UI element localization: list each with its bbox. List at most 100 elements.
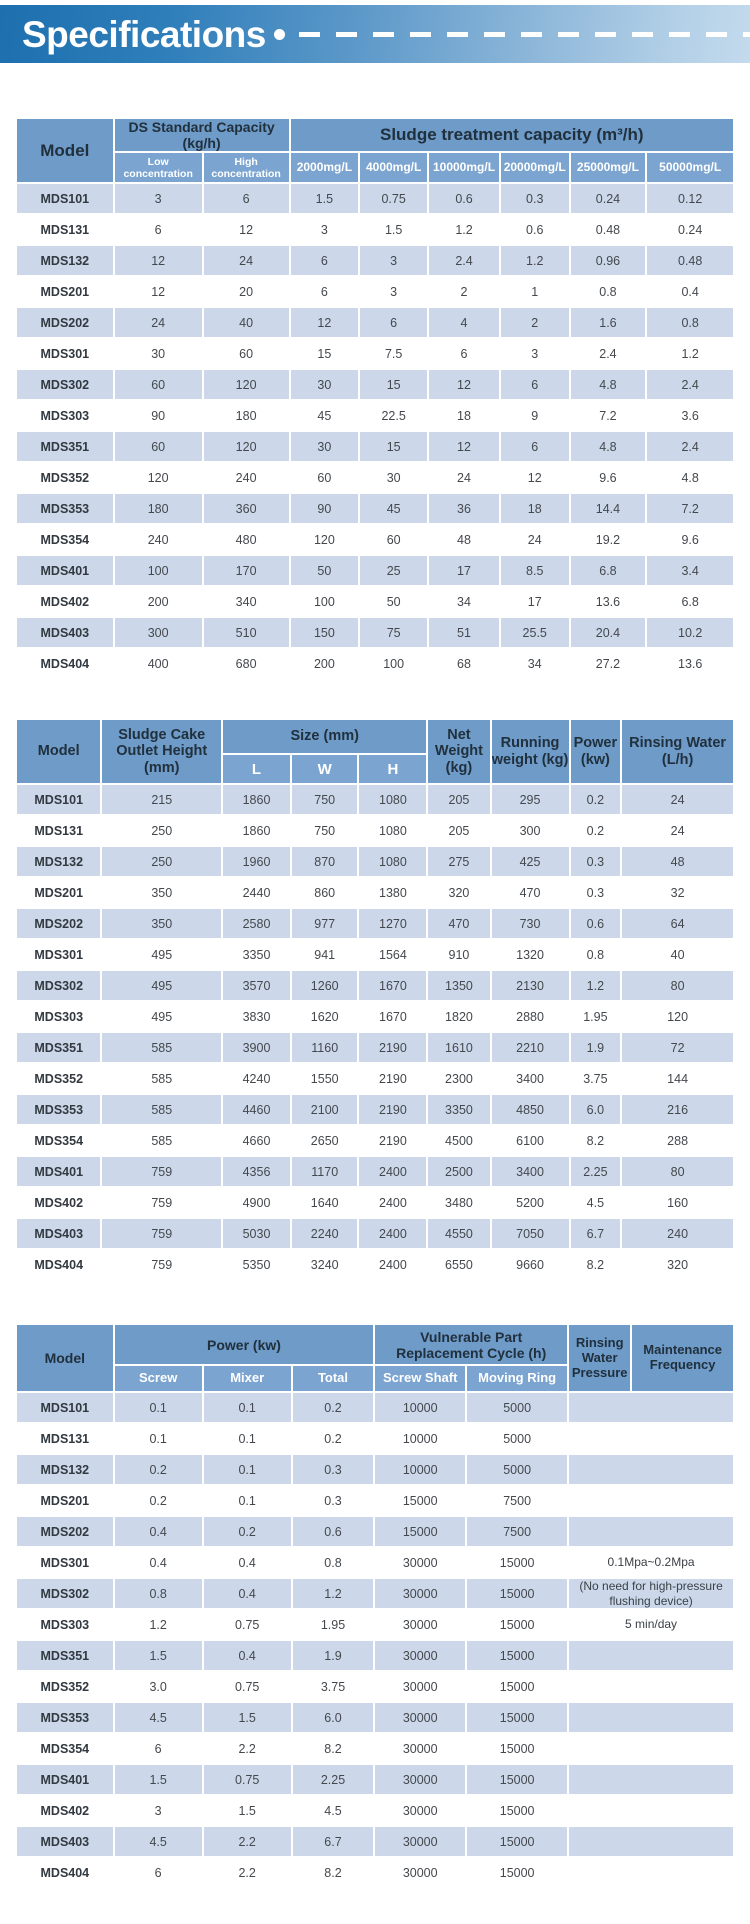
value-cell: 0.3	[568, 845, 623, 879]
header-total: Total	[290, 1364, 376, 1394]
header-2000mgl: 2000mg/L	[288, 151, 361, 185]
value-cell: 5030	[221, 1217, 292, 1251]
value-cell: 15000	[465, 1670, 570, 1704]
value-cell: 68	[427, 647, 501, 681]
value-cell: 1080	[357, 783, 429, 817]
value-cell: 13.6	[645, 647, 735, 681]
table-row: MDS132 12 24 6 3 2.4 1.2 0.96 0.48	[15, 244, 735, 278]
value-cell: 90	[112, 399, 204, 433]
header-low-concentration: Low concentration	[112, 151, 204, 185]
value-cell: 7.2	[645, 492, 735, 526]
model-cell: MDS351	[15, 1639, 115, 1673]
value-cell: 3.6	[645, 399, 735, 433]
model-cell: MDS401	[15, 1763, 115, 1797]
value-cell: 240	[620, 1217, 735, 1251]
value-cell: 320	[426, 876, 492, 910]
value-cell: 2.25	[290, 1763, 376, 1797]
value-cell: 1670	[357, 969, 429, 1003]
value-cell: 60	[358, 523, 430, 557]
model-cell: MDS132	[14, 845, 103, 879]
value-cell: 350	[100, 876, 224, 910]
note-cell	[567, 1763, 735, 1797]
value-cell: 1960	[221, 845, 292, 879]
value-cell: 18	[498, 492, 571, 526]
value-cell: 24	[498, 523, 571, 557]
value-cell: 1820	[426, 1000, 492, 1034]
value-cell: 3.75	[568, 1062, 623, 1096]
value-cell: 4.5	[112, 1825, 204, 1859]
model-cell: MDS353	[15, 492, 115, 526]
value-cell: 1860	[221, 783, 292, 817]
table-row: MDS351 585 3900 1160 2190 1610 2210 1.9 72	[14, 1031, 735, 1065]
value-cell: 495	[100, 969, 224, 1003]
table-row: MDS201 12 20 6 3 2 1 0.8 0.4	[15, 275, 735, 309]
table-row: MDS352 3.0 0.75 3.75 30000 15000	[15, 1670, 735, 1704]
model-cell: MDS302	[14, 969, 103, 1003]
note-cell	[567, 1856, 735, 1890]
value-cell: 3	[112, 1794, 204, 1828]
table-row: MDS131 250 1860 750 1080 205 300 0.2 24	[14, 814, 735, 848]
value-cell: 4.5	[112, 1701, 204, 1735]
table-row: MDS101 3 6 1.5 0.75 0.6 0.3 0.24 0.12	[15, 182, 735, 216]
dimensions-table-header: Model Sludge Cake Outlet Height (mm) Siz…	[14, 718, 735, 786]
value-cell: 2190	[357, 1062, 429, 1096]
model-cell: MDS402	[15, 1794, 115, 1828]
value-cell: 30000	[373, 1825, 468, 1859]
value-cell: 45	[358, 492, 430, 526]
bullet-icon	[273, 28, 285, 40]
capacity-table-header: Model DS Standard Capacity (kg/h) Sludge…	[15, 116, 736, 185]
header-model: Model	[15, 1323, 115, 1394]
value-cell: 2190	[357, 1124, 429, 1158]
value-cell: 4	[427, 306, 501, 340]
value-cell: 3	[498, 337, 571, 371]
model-cell: MDS303	[15, 399, 115, 433]
value-cell: 72	[620, 1031, 735, 1065]
header-power-group: Power (kw)	[112, 1323, 376, 1367]
value-cell: 6.0	[568, 1093, 623, 1127]
value-cell: 12	[112, 244, 204, 278]
value-cell: 750	[289, 783, 360, 817]
value-cell: 10000	[373, 1422, 468, 1456]
value-cell: 3900	[221, 1031, 292, 1065]
table-row: MDS404 6 2.2 8.2 30000 15000	[15, 1856, 735, 1890]
value-cell: 15000	[465, 1701, 570, 1735]
value-cell: 8.2	[568, 1248, 623, 1282]
value-cell: 0.8	[645, 306, 735, 340]
table-row: MDS404 759 5350 3240 2400 6550 9660 8.2 320	[14, 1248, 735, 1282]
value-cell: 4660	[221, 1124, 292, 1158]
value-cell: 0.75	[201, 1763, 293, 1797]
value-cell: 3240	[289, 1248, 360, 1282]
value-cell: 144	[620, 1062, 735, 1096]
value-cell: 0.4	[112, 1546, 204, 1580]
value-cell: 870	[289, 845, 360, 879]
value-cell: 1170	[289, 1155, 360, 1189]
value-cell: 1550	[289, 1062, 360, 1096]
value-cell: 240	[201, 461, 291, 495]
value-cell: 0.96	[568, 244, 648, 278]
value-cell: 48	[427, 523, 501, 557]
value-cell: 0.75	[201, 1670, 293, 1704]
value-cell: 941	[289, 938, 360, 972]
value-cell: 680	[201, 647, 291, 681]
value-cell: 360	[201, 492, 291, 526]
value-cell: 3350	[221, 938, 292, 972]
value-cell: 320	[620, 1248, 735, 1282]
value-cell: 12	[498, 461, 571, 495]
value-cell: 15000	[465, 1763, 570, 1797]
value-cell: 4460	[221, 1093, 292, 1127]
value-cell: 24	[112, 306, 204, 340]
header-10000mgl: 10000mg/L	[427, 151, 501, 185]
value-cell: 3	[288, 213, 361, 247]
value-cell: 2400	[357, 1248, 429, 1282]
note-cell	[567, 1701, 735, 1735]
header-width: W	[289, 753, 360, 786]
model-cell: MDS302	[15, 1577, 115, 1611]
value-cell: 0.6	[568, 907, 623, 941]
table-row: MDS201 0.2 0.1 0.3 15000 7500	[15, 1484, 735, 1518]
value-cell: 1160	[289, 1031, 360, 1065]
value-cell: 7050	[489, 1217, 571, 1251]
value-cell: 8.2	[290, 1856, 376, 1890]
value-cell: 50	[288, 554, 361, 588]
value-cell: 7500	[465, 1515, 570, 1549]
value-cell: 0.2	[568, 814, 623, 848]
